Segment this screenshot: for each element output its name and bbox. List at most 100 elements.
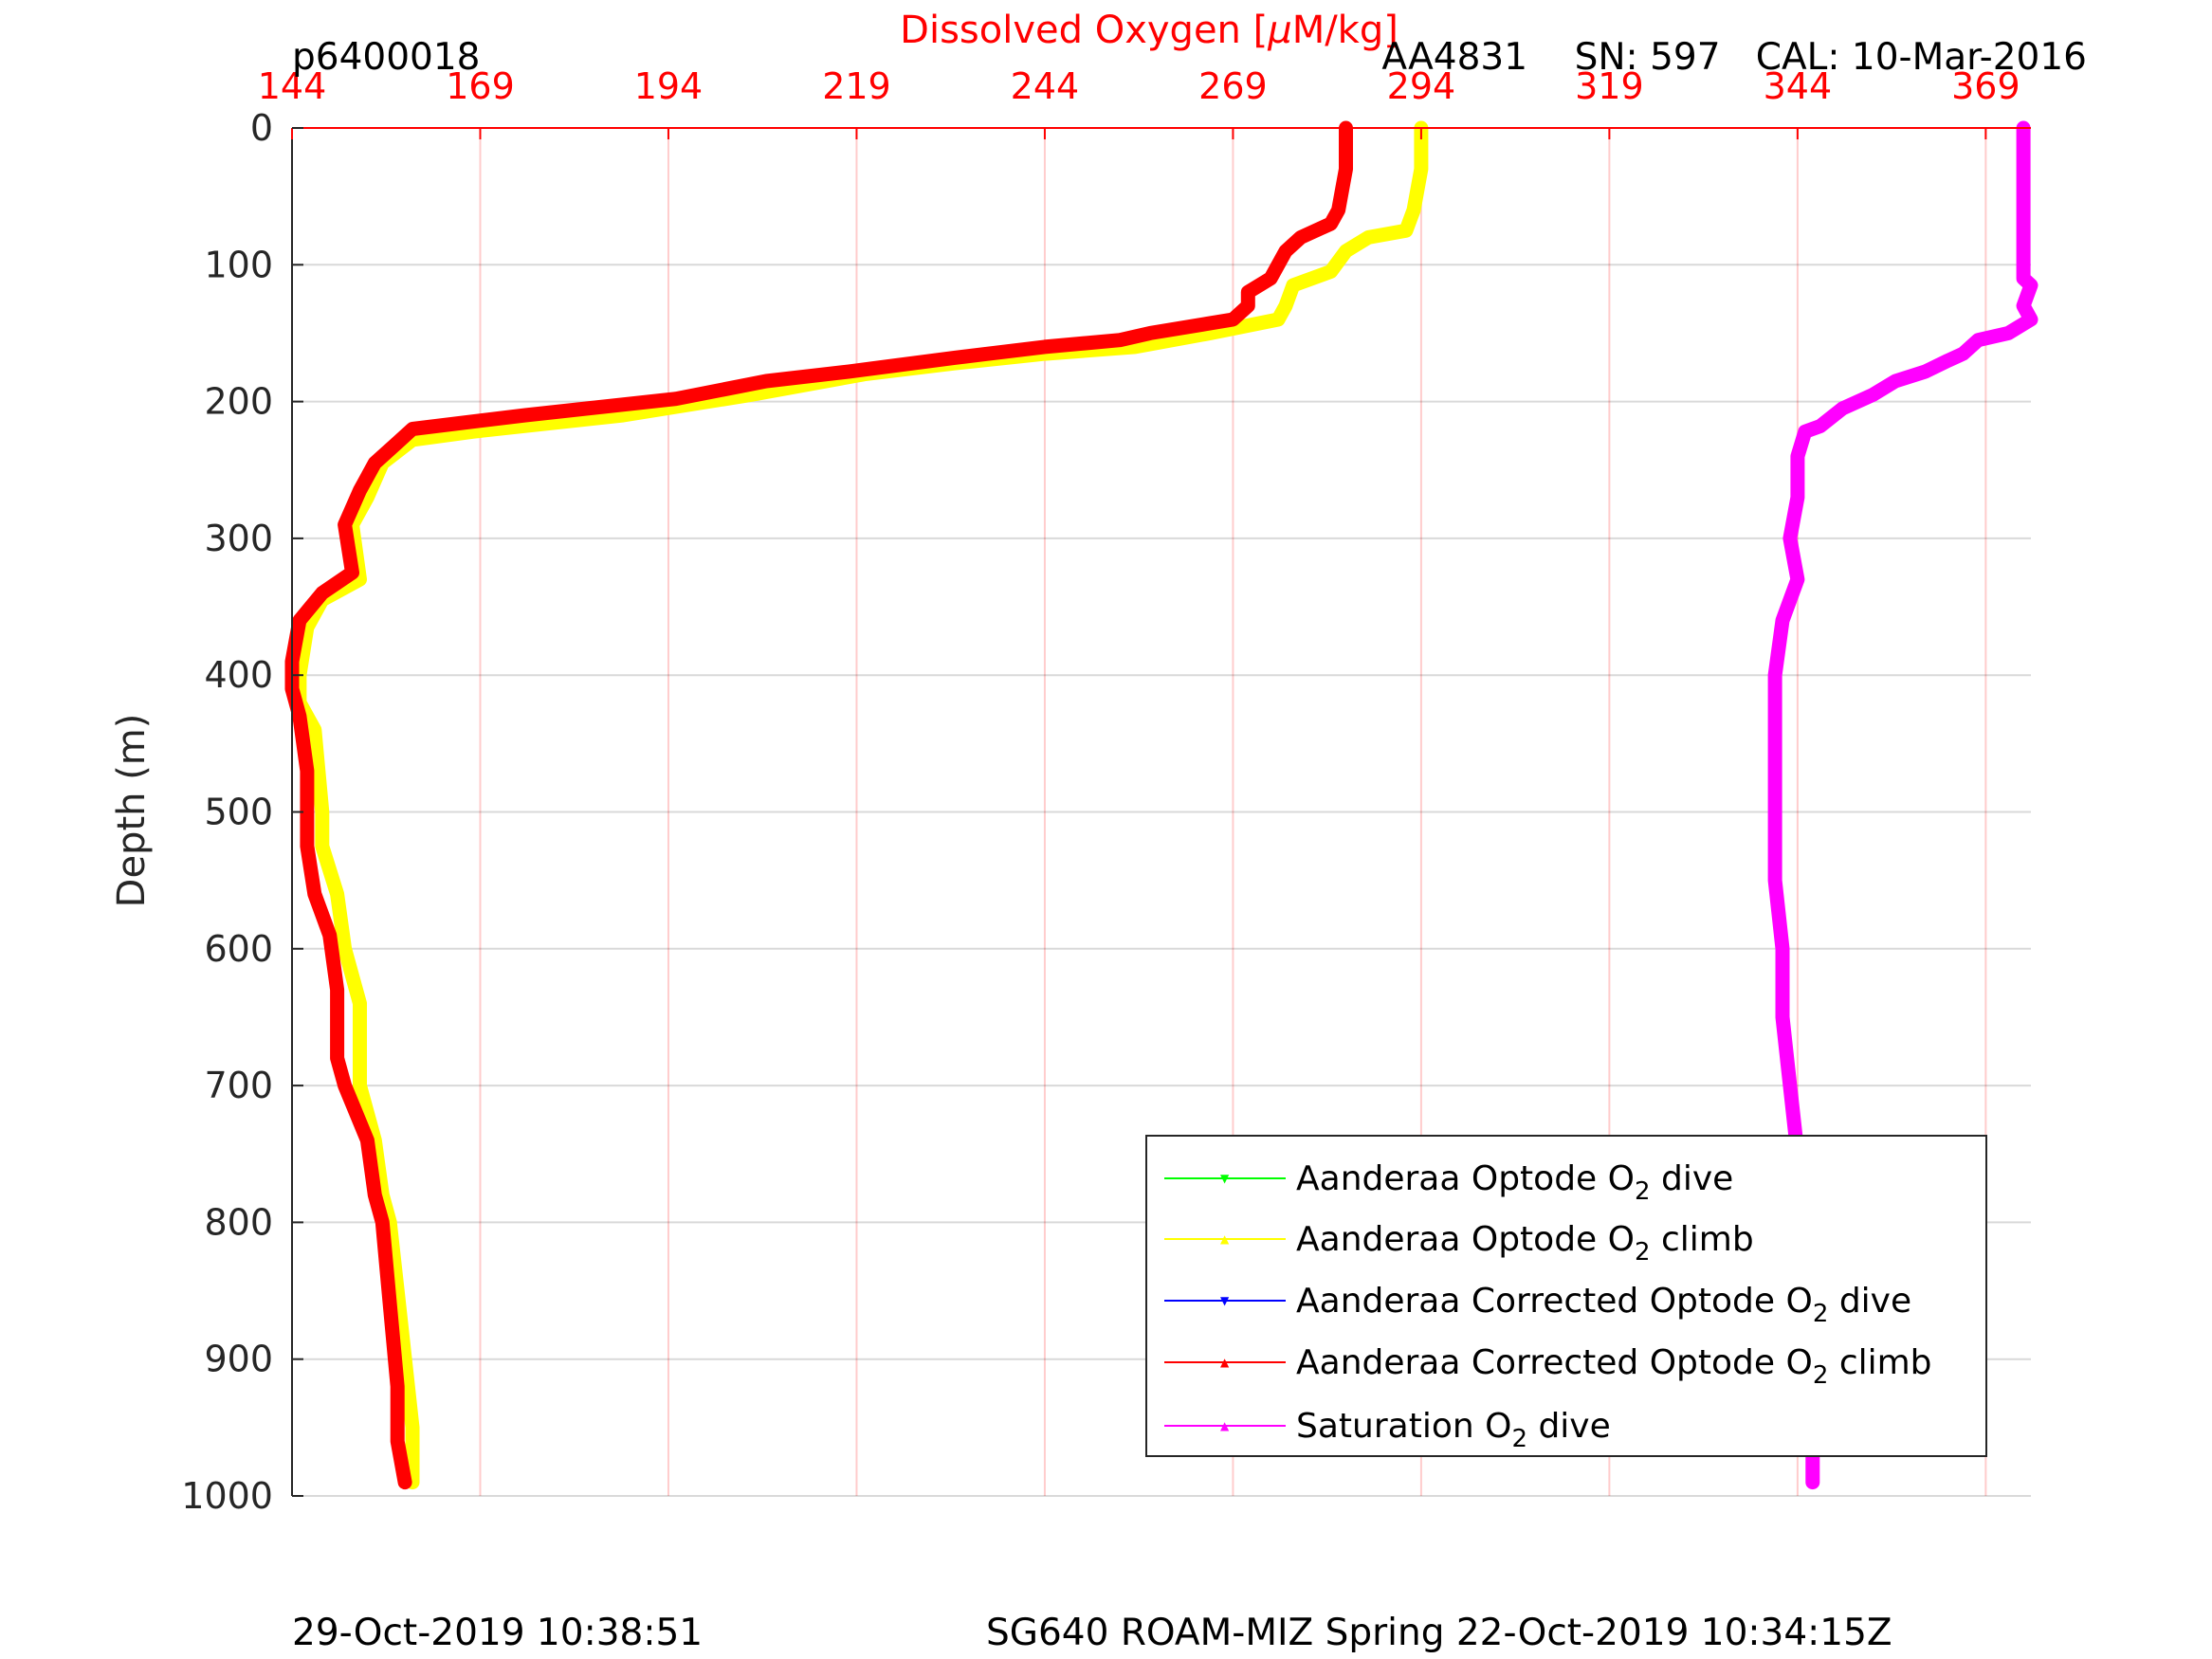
data-point-saturation-o2-dive [1919,365,1931,377]
data-point-aanderaa-corrected-optode-o2-climb [1227,314,1239,326]
y-axis-label: Depth (m) [110,714,154,908]
legend-entry: ▲ Aanderaa Corrected Optode O2 climb [1147,1332,1985,1393]
data-point-aanderaa-corrected-optode-o2-climb [760,374,773,387]
data-point-saturation-o2-dive [1890,374,1902,387]
data-point-aanderaa-optode-o2-climb [1362,231,1375,244]
legend-label-base: Aanderaa Corrected Optode O [1296,1343,1813,1382]
data-point-aanderaa-corrected-optode-o2-climb [1340,163,1352,175]
data-point-aanderaa-corrected-optode-o2-climb [354,484,366,497]
data-point-saturation-o2-dive [1769,874,1782,886]
legend-line-swatch [1164,1300,1286,1302]
data-point-saturation-o2-dive [1867,389,1879,401]
data-series [284,120,2038,1490]
data-point-aanderaa-corrected-optode-o2-climb [301,806,313,818]
data-point-saturation-o2-dive [1972,334,1984,346]
legend-line-swatch [1164,1238,1286,1240]
x-tick-label: 344 [1764,65,1833,107]
data-point-aanderaa-corrected-optode-o2-climb [361,1134,374,1146]
data-point-saturation-o2-dive [1942,355,1954,367]
data-point-saturation-o2-dive [1769,738,1782,750]
data-point-aanderaa-optode-o2-climb [1407,204,1419,216]
data-point-aanderaa-optode-o2-climb [1272,314,1285,326]
data-point-aanderaa-optode-o2-climb [338,942,351,955]
data-point-aanderaa-optode-o2-climb [316,806,328,818]
data-point-saturation-o2-dive [1814,420,1826,432]
data-point-aanderaa-corrected-optode-o2-climb [1265,272,1277,284]
legend-label-subscript: 2 [1634,1238,1651,1267]
data-point-aanderaa-corrected-optode-o2-climb [1242,300,1254,312]
data-point-saturation-o2-dive [1777,1011,1788,1023]
legend-line-swatch [1164,1177,1286,1179]
legend-entry: ▼ Aanderaa Corrected Optode O2 dive [1147,1270,1985,1331]
legend-label: Aanderaa Corrected Optode O2 climb [1296,1343,1932,1390]
y-tick-label: 200 [204,381,273,423]
legend-label-suffix: dive [1650,1159,1734,1198]
y-tick-label: 500 [204,792,273,833]
data-point-aanderaa-corrected-optode-o2-climb [331,984,343,996]
y-tick-label: 800 [204,1201,273,1243]
x-tick-label: 219 [822,65,891,107]
data-point-aanderaa-optode-o2-climb [331,888,343,901]
y-tick-label: 600 [204,928,273,970]
data-point-aanderaa-corrected-optode-o2-climb [293,710,305,722]
data-point-saturation-o2-dive [1791,450,1803,463]
data-point-aanderaa-corrected-optode-o2-climb [293,614,305,627]
legend-marker-icon: ▼ [1220,1294,1230,1307]
x-tick-labels: 144 169 194 219 244 269 294 319 344 369 [258,65,2020,107]
x-tick-label: 269 [1198,65,1268,107]
x-tick-label: 369 [1951,65,2020,107]
data-point-saturation-o2-dive [1777,614,1788,627]
y-tick-label: 1000 [181,1475,273,1517]
data-point-aanderaa-corrected-optode-o2-climb [520,410,532,422]
data-point-aanderaa-optode-o2-climb [354,1080,366,1092]
y-tick-label: 100 [204,244,273,285]
legend-marker-icon: ▼ [1220,1172,1230,1185]
data-point-aanderaa-corrected-optode-o2-climb [948,352,960,364]
legend-label: Aanderaa Corrected Optode O2 dive [1296,1282,1911,1328]
data-point-aanderaa-corrected-optode-o2-climb [1325,218,1337,230]
x-tick-label: 169 [446,65,515,107]
data-point-aanderaa-optode-o2-climb [1325,265,1337,278]
data-point-saturation-o2-dive [1957,348,1969,360]
legend-marker-icon: ▲ [1220,1419,1230,1432]
footer-mission: SG640 ROAM-MIZ Spring 22-Oct-2019 10:34:… [986,1612,1892,1654]
data-point-aanderaa-corrected-optode-o2-climb [1280,245,1291,257]
data-point-aanderaa-optode-o2-climb [354,997,366,1010]
legend-line-swatch [1164,1361,1286,1363]
data-point-aanderaa-corrected-optode-o2-climb [376,1216,389,1229]
data-point-saturation-o2-dive [1799,426,1811,438]
axes [291,127,2031,1497]
data-point-aanderaa-corrected-optode-o2-climb [301,840,313,852]
x-axis-label: Dissolved Oxygen [μM/kg] [900,9,1398,52]
x-tick-label: 319 [1575,65,1644,107]
data-point-aanderaa-corrected-optode-o2-climb [407,423,419,435]
data-point-aanderaa-corrected-optode-o2-climb [1332,204,1344,216]
data-point-aanderaa-corrected-optode-o2-climb [1242,286,1254,299]
data-point-saturation-o2-dive [1806,1476,1819,1488]
y-tick-label: 400 [204,654,273,696]
data-point-saturation-o2-dive [1777,942,1788,955]
data-point-saturation-o2-dive [2025,279,2037,291]
legend-label-base: Aanderaa Corrected Optode O [1296,1282,1813,1321]
y-tick-label: 0 [250,107,273,149]
data-point-aanderaa-optode-o2-climb [308,723,320,736]
data-point-saturation-o2-dive [1769,806,1782,818]
data-point-saturation-o2-dive [2025,314,2037,326]
legend-label-base: Saturation O [1296,1407,1512,1446]
legend-label-suffix: dive [1828,1282,1912,1321]
data-point-saturation-o2-dive [2002,327,2015,339]
legend-marker-icon: ▲ [1220,1232,1230,1246]
legend-label-suffix: climb [1650,1220,1754,1259]
footer-timestamp: 29-Oct-2019 10:38:51 [292,1612,704,1654]
data-point-aanderaa-corrected-optode-o2-climb [308,888,320,901]
y-tick-label: 700 [204,1065,273,1106]
data-point-aanderaa-corrected-optode-o2-climb [346,566,358,578]
x-tick-label: 294 [1387,65,1456,107]
data-point-aanderaa-corrected-optode-o2-climb [843,365,855,377]
data-point-aanderaa-optode-o2-climb [1400,225,1413,237]
legend-label: Aanderaa Optode O2 climb [1296,1220,1754,1267]
data-point-aanderaa-corrected-optode-o2-climb [316,587,328,599]
data-point-saturation-o2-dive [1791,491,1803,503]
series-line-saturation-o2-dive [1767,120,2038,1490]
